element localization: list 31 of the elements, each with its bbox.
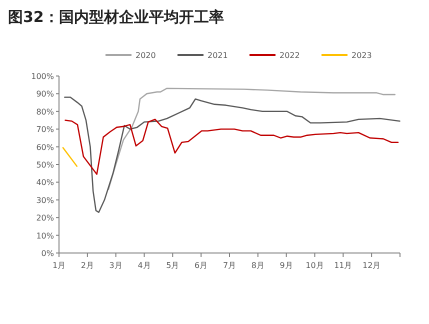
x-tick-label: 10月	[306, 261, 324, 270]
x-tick-label: 8月	[251, 261, 264, 270]
y-tick-label: 100%	[31, 72, 54, 81]
x-tick-label: 1月	[52, 261, 66, 270]
y-tick-label: 10%	[36, 231, 54, 240]
x-tick-label: 2月	[80, 261, 94, 270]
x-tick-label: 3月	[109, 261, 122, 270]
y-tick-label: 70%	[36, 125, 54, 134]
y-tick-label: 0%	[41, 249, 54, 258]
x-tick-label: 9月	[280, 261, 293, 270]
legend-label: 2021	[208, 51, 228, 60]
x-tick-label: 11月	[334, 261, 352, 270]
line-series	[108, 88, 396, 190]
x-tick-label: 5月	[166, 261, 180, 270]
y-tick-label: 30%	[36, 196, 54, 205]
y-tick-label: 50%	[36, 160, 54, 170]
x-tick-label: 6月	[194, 261, 208, 270]
y-tick-label: 20%	[36, 214, 54, 223]
x-tick-label: 12月	[362, 261, 381, 270]
legend-label: 2020	[136, 51, 156, 60]
y-tick-label: 60%	[36, 142, 54, 152]
y-tick-label: 80%	[36, 107, 54, 116]
x-tick-label: 4月	[138, 261, 151, 270]
chart-title: 图32：国内型材企业平均开工率	[8, 8, 224, 26]
line-series	[64, 96, 400, 213]
legend-label: 2022	[280, 51, 300, 60]
line-series	[64, 118, 399, 175]
x-tick-label: 7月	[222, 261, 236, 270]
legend-label: 2023	[352, 51, 372, 60]
y-tick-label: 40%	[36, 178, 54, 188]
y-tick-label: 90%	[36, 90, 54, 99]
